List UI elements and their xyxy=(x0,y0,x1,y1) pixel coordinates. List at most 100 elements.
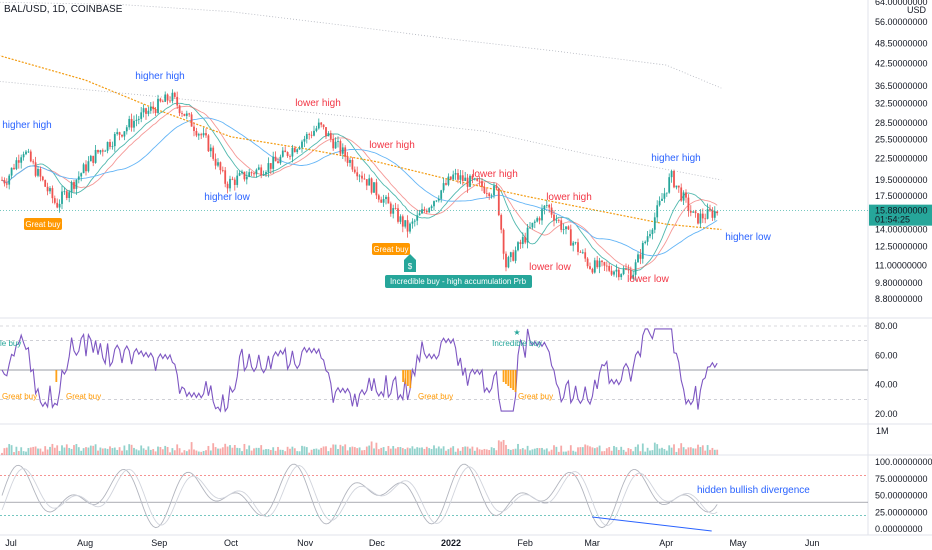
candle-body xyxy=(341,147,344,154)
candle-body xyxy=(457,173,459,180)
volume-bar xyxy=(689,447,692,455)
candle-body xyxy=(219,162,222,171)
volume-bar xyxy=(123,445,126,455)
annotations: higher high higher high higher high lower h… xyxy=(0,71,810,496)
volume-bar xyxy=(173,450,176,455)
candle xyxy=(377,193,380,203)
rsi-incredible-label: le buy xyxy=(0,339,21,348)
candle xyxy=(260,164,263,179)
candle xyxy=(673,169,675,189)
volume-bar xyxy=(250,450,253,455)
candle xyxy=(454,168,457,180)
candle xyxy=(394,202,397,210)
candle xyxy=(557,218,560,224)
volume-bar xyxy=(608,447,611,455)
annotation-higher-high: higher high xyxy=(2,120,51,131)
candle xyxy=(497,187,500,217)
candle xyxy=(97,149,99,155)
candle xyxy=(149,102,152,114)
volume-bar xyxy=(382,447,385,455)
annotation-lower-low: lower low xyxy=(529,262,571,273)
candle-body xyxy=(353,169,356,173)
time-label: Mar xyxy=(584,538,600,548)
volume-bar xyxy=(490,447,493,455)
candle xyxy=(34,156,37,178)
volume-bar xyxy=(377,449,380,455)
candle xyxy=(375,178,378,200)
volume-bar xyxy=(637,444,639,455)
time-label: Jun xyxy=(805,538,820,548)
volume-bar xyxy=(332,444,335,455)
volume-bar xyxy=(109,446,111,455)
candle-body xyxy=(337,141,339,142)
candle xyxy=(82,162,85,174)
volume-bar xyxy=(533,448,536,455)
candle xyxy=(687,194,690,217)
candle-body xyxy=(92,155,95,163)
candle xyxy=(332,134,335,151)
candle xyxy=(694,209,697,218)
volume-bar xyxy=(17,451,20,455)
candle-body xyxy=(3,180,6,184)
candle xyxy=(178,104,181,117)
candle-body xyxy=(699,213,702,224)
volume-bar xyxy=(524,449,527,455)
volume-bar xyxy=(27,448,30,455)
volume-bar xyxy=(531,449,534,455)
candle-body xyxy=(685,192,687,198)
candle xyxy=(617,267,620,281)
candle xyxy=(157,94,159,114)
candle-body xyxy=(149,106,152,111)
volume-bar xyxy=(166,447,169,455)
candle-body xyxy=(517,242,519,251)
volume-bar xyxy=(713,449,716,455)
candle xyxy=(401,214,404,233)
candle-body xyxy=(130,118,133,128)
candle xyxy=(308,132,311,140)
volume-bar xyxy=(538,448,541,455)
last-price-label: 15.88000000 xyxy=(875,206,928,216)
stoch-d-line xyxy=(1,465,718,527)
candle xyxy=(49,186,51,194)
candle-body xyxy=(25,151,27,155)
candle xyxy=(145,107,147,120)
candle-body xyxy=(423,209,426,211)
volume-bar xyxy=(709,449,711,455)
candle xyxy=(521,232,524,249)
candle xyxy=(495,183,498,191)
candle-body xyxy=(673,171,675,188)
volume-bar xyxy=(15,446,18,455)
volume-bar xyxy=(70,448,73,455)
volume-bar xyxy=(140,445,143,455)
volume-bar xyxy=(293,448,296,455)
volume-bar xyxy=(447,449,450,455)
candle xyxy=(322,124,325,130)
volume-bar xyxy=(111,448,114,455)
candle-body xyxy=(334,141,337,149)
volume-bar xyxy=(452,446,455,455)
candle-body xyxy=(82,164,85,174)
volume-bar xyxy=(279,449,282,455)
candle xyxy=(147,106,150,117)
volume-bar xyxy=(668,445,671,455)
candle-body xyxy=(713,211,716,218)
volume-bar xyxy=(370,441,373,455)
volume-bar xyxy=(375,442,378,455)
candle xyxy=(334,137,337,149)
candle-body xyxy=(22,154,25,158)
volume-bar xyxy=(152,449,155,455)
rsi-incredible-label: Incredible buy xyxy=(492,339,542,348)
candle xyxy=(99,149,102,155)
rsi-great-buy-label: Great buy xyxy=(518,392,553,401)
candle xyxy=(711,207,714,222)
candle xyxy=(637,251,639,263)
candle-body xyxy=(104,150,107,152)
rsi-buy-bar xyxy=(409,370,412,388)
volume-bar xyxy=(704,450,707,455)
candle xyxy=(269,163,272,174)
candle xyxy=(173,91,176,99)
candle xyxy=(428,207,431,214)
volume-bar xyxy=(545,448,548,455)
candle xyxy=(663,187,666,203)
